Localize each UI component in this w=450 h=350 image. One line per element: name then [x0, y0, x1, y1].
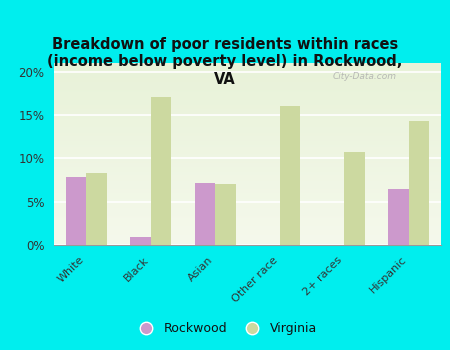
Bar: [280, 106, 301, 245]
Bar: [344, 152, 365, 245]
Bar: [194, 183, 215, 245]
Bar: [215, 184, 236, 245]
Bar: [66, 176, 86, 245]
Bar: [86, 173, 107, 245]
Bar: [409, 121, 429, 245]
Bar: [151, 97, 171, 245]
Text: Breakdown of poor residents within races
(income below poverty level) in Rockwoo: Breakdown of poor residents within races…: [47, 37, 403, 86]
Bar: [388, 189, 409, 245]
Text: City-Data.com: City-Data.com: [333, 72, 396, 81]
Bar: [130, 237, 151, 245]
Legend: Rockwood, Virginia: Rockwood, Virginia: [128, 317, 322, 340]
